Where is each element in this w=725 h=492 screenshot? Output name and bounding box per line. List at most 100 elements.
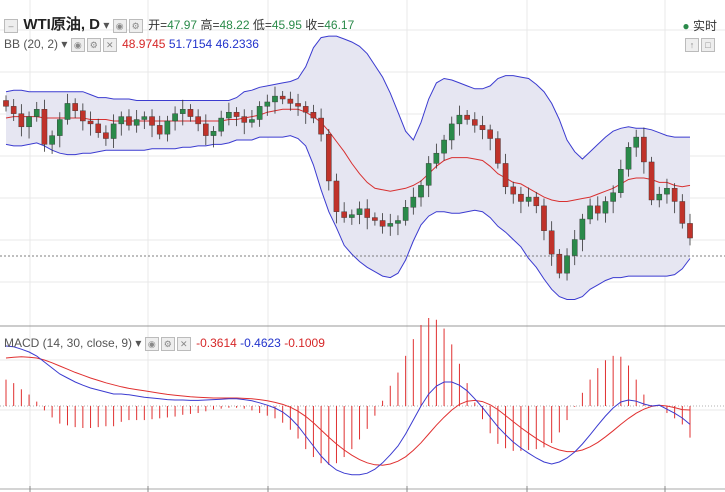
candle-body [671,188,678,202]
candle-body [610,192,616,202]
candle [533,191,540,214]
candle-body [156,125,163,135]
candle-body [333,180,340,212]
candle-body [487,129,493,139]
live-dot-icon: ● [682,19,690,33]
chevron-down-icon[interactable]: ▾ [61,37,68,51]
candle [671,183,678,214]
candle [10,99,17,121]
live-indicator[interactable]: ● 实时 [682,17,717,34]
candle-body [110,123,117,139]
candle-body [295,103,301,107]
move-up-icon[interactable]: ↑ [685,37,699,52]
candle-body [656,193,663,201]
macd-header: MACD (14, 30, close, 9) ▾ ◉ ⚙ ✕ -0.3614 -0… [4,336,325,351]
candle [141,111,148,130]
macd-signal-value: -0.1009 [284,336,325,350]
candle [256,101,263,127]
candle [464,110,470,125]
candle-body [72,103,78,111]
candle [41,99,48,152]
candle-body [510,186,517,195]
candle [402,200,409,226]
candle [364,199,371,230]
candle-body [464,114,470,120]
candle-body [49,135,55,145]
close-icon[interactable]: ✕ [102,37,117,52]
candle-body [364,208,371,218]
macd-pane [0,318,725,476]
macd-hist-value: -0.3614 [196,336,237,350]
candle [579,213,586,252]
eye-icon[interactable]: ◉ [112,18,127,33]
candle-body [203,123,209,136]
candle [379,213,386,234]
candle [87,111,94,136]
maximize-icon[interactable]: □ [701,37,715,52]
candle-body [633,136,640,148]
candle-body [95,123,102,133]
gear-icon[interactable]: ⚙ [160,336,175,351]
candle-body [495,138,501,164]
low-label: 低= [252,18,272,32]
candle [556,249,563,279]
eye-icon[interactable]: ◉ [144,336,159,351]
candle [226,102,232,126]
candle-body [379,220,386,227]
macd-label[interactable]: MACD (14, 30, close, 9) [4,336,133,350]
high-label: 高= [200,18,220,32]
open-label: 开= [148,18,168,32]
high-value: 48.22 [219,18,250,32]
bb-header: BB (20, 2) ▾ ◉ ⚙ ✕ 48.9745 51.7154 46.2336 [4,37,259,52]
gear-icon[interactable]: ⚙ [86,37,101,52]
macd-line-value: -0.4623 [240,336,281,350]
candle-body [518,193,524,202]
eye-icon[interactable]: ◉ [70,37,85,52]
bb-band-fill [6,36,690,300]
candle [279,90,286,105]
macd-line [5,345,691,476]
candle [318,108,324,142]
gear-icon[interactable]: ⚙ [128,18,143,33]
candle-body [272,95,278,103]
candle [187,104,194,122]
candle [625,142,632,177]
candle [548,221,555,266]
candle-body [648,161,655,201]
candle [33,101,40,122]
collapse-icon[interactable]: – [4,18,18,33]
close-value: 46.17 [324,18,355,32]
candle-body [18,113,25,128]
chevron-down-icon[interactable]: ▾ [135,336,142,350]
candle-body [279,95,286,100]
bb-upper-line [5,35,690,160]
close-icon[interactable]: ✕ [176,336,191,351]
symbol-title[interactable]: WTI原油, D [23,16,100,33]
bb-label[interactable]: BB (20, 2) [4,37,59,51]
candle [233,107,240,127]
candle-body [664,188,670,195]
candle-body [264,101,271,107]
candle-body [679,201,686,224]
candle-body [149,116,155,126]
candle-body [372,217,378,221]
candle-body [26,116,32,128]
candlesticks [3,86,693,281]
chevron-down-icon[interactable]: ▾ [103,18,110,32]
candle-body [103,132,109,139]
candle-body [533,196,540,207]
candle-body [541,205,547,231]
bb-lower-value: 46.2336 [215,37,259,51]
candle [441,134,447,161]
candle [110,114,117,149]
candle-body [641,136,647,163]
candle-body [548,230,555,255]
candle [564,248,570,281]
candle [325,129,332,191]
candle-body [318,117,324,135]
candle-body [571,239,578,256]
candle-body [433,152,440,164]
candle [95,118,102,138]
candle [126,109,132,131]
candle [272,86,278,114]
